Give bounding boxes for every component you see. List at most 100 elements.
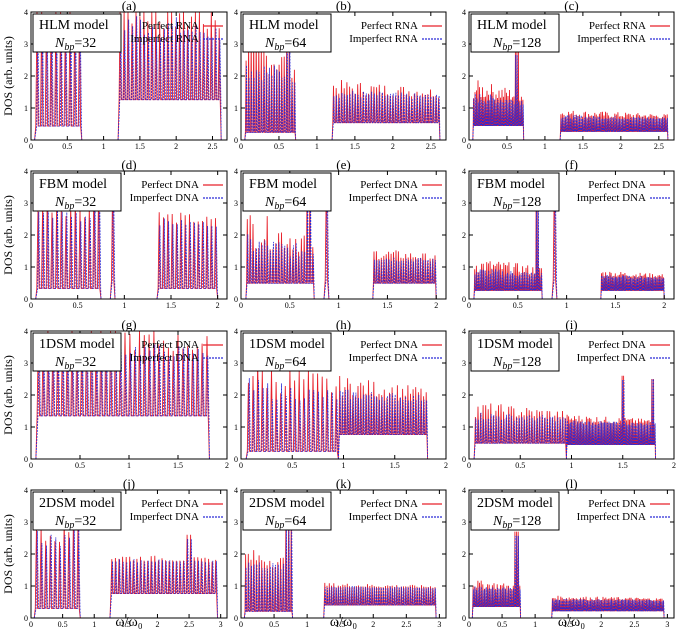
- model-name: 1DSM model: [249, 337, 325, 352]
- y-tick-label: 2: [462, 72, 466, 81]
- x-tick-label: 0.5: [62, 142, 72, 151]
- panel-label: (e): [336, 157, 350, 172]
- legend-entry: Perfect RNA: [589, 20, 646, 32]
- y-tick-label: 4: [24, 167, 28, 176]
- x-tick-label: 1.5: [173, 461, 183, 470]
- model-label-box: [32, 13, 122, 53]
- y-tick-label: 1: [24, 582, 28, 591]
- x-tick-label: 2: [599, 620, 603, 629]
- y-tick-label: 1: [462, 423, 466, 432]
- y-tick-label: 1: [462, 582, 466, 591]
- panel-e: (e) 0 1 2 3 4 0 0.5 1 1.5 2 FBM model Nbp=64 Perfect …: [234, 157, 447, 310]
- x-tick-label: 1.5: [390, 461, 400, 470]
- legend-entry: Perfect DNA: [360, 498, 418, 510]
- y-tick-label: 3: [462, 40, 466, 49]
- legend-entry: Imperfect DNA: [130, 352, 199, 364]
- y-tick-label: 1: [24, 423, 28, 432]
- series-perfect: [473, 375, 656, 459]
- y-tick-label: 4: [234, 8, 238, 17]
- plot-area: [35, 331, 210, 459]
- y-tick-label: 1: [234, 582, 238, 591]
- model-name: FBM model: [39, 177, 107, 192]
- model-name: HLM model: [39, 18, 109, 33]
- y-tick-label: 4: [462, 8, 466, 17]
- x-tick-label: 1.5: [563, 620, 573, 629]
- x-tick-label: 0.5: [73, 301, 83, 310]
- plot-area: [471, 531, 665, 618]
- y-tick-label: 2: [234, 231, 238, 240]
- x-axis-labels: ω/ω₀ ω/ω₀ ω/ω₀: [115, 615, 585, 630]
- series-imperfect: [473, 378, 656, 459]
- y-tick-label: 0: [234, 614, 238, 623]
- x-tick-label: 0.5: [502, 142, 512, 151]
- nbp-label: Nbp=64: [264, 36, 306, 53]
- x-tick-label: 2.5: [654, 142, 664, 151]
- x-tick-label: 2: [371, 620, 375, 629]
- legend-entry: Imperfect DNA: [349, 511, 418, 523]
- y-axis-label: DOS (arb. units): [1, 355, 15, 435]
- y-tick-label: 4: [24, 486, 28, 495]
- y-tick-label: 3: [24, 518, 28, 527]
- x-tick-label: 0: [29, 301, 33, 310]
- panel-l: (l) 0 1 2 3 4 0 0.5 1 1.5 2 2.5 3 2DSM model Nbp=128 Pe…: [462, 476, 675, 629]
- y-tick-label: 0: [234, 455, 238, 464]
- series-imperfect: [472, 54, 669, 140]
- series-imperfect: [244, 21, 441, 140]
- panel-c: (c) 0 1 2 3 4 0 0.5 1 1.5 2 2.5 HLM model Nbp=128 Perf…: [462, 0, 675, 151]
- x-tick-label: 1.5: [350, 142, 360, 151]
- y-tick-label: 2: [24, 72, 28, 81]
- model-label-box: [470, 172, 560, 212]
- model-name: 2DSM model: [249, 496, 325, 511]
- x-tick-label: 0: [467, 142, 471, 151]
- x-tick-label: 0: [467, 301, 471, 310]
- x-tick-label: 1.5: [618, 461, 628, 470]
- x-tick-label: 0.5: [269, 620, 279, 629]
- y-tick-label: 2: [24, 391, 28, 400]
- y-tick-label: 2: [24, 231, 28, 240]
- x-tick-label: 1.5: [610, 301, 620, 310]
- plot-area: [473, 375, 656, 459]
- x-tick-label: 1: [342, 461, 346, 470]
- legend-entry: Perfect RNA: [361, 20, 418, 32]
- x-tick-label: 1: [305, 620, 309, 629]
- panel-label: (j): [123, 476, 135, 491]
- panel-f: (f) 0 1 2 3 4 0 0.5 1 1.5 2 FBM model Nbp=128 Perfect…: [462, 157, 675, 310]
- x-tick-label: 0.5: [274, 142, 284, 151]
- nbp-label: Nbp=128: [492, 36, 541, 53]
- y-tick-label: 3: [24, 40, 28, 49]
- nbp-label: Nbp=64: [264, 355, 306, 372]
- x-tick-label: 2: [662, 301, 666, 310]
- y-tick-label: 2: [462, 550, 466, 559]
- nbp-label: Nbp=32: [54, 195, 96, 212]
- model-label-box: [242, 172, 332, 212]
- x-tick-label: 1: [127, 461, 131, 470]
- panel-h: (h) 0 1 2 3 4 0 0.5 1 1.5 2 1DSM model Nbp=64 Perfect…: [234, 317, 448, 470]
- y-tick-label: 3: [462, 199, 466, 208]
- model-label-box: [32, 172, 122, 212]
- x-tick-label: 0.5: [515, 461, 525, 470]
- panel-grid: (a) 0 1 2 3 4 0 0.5 1 1.5 2 2.5 HLM model Nbp=32 Perfe…: [24, 0, 676, 629]
- y-tick-label: 0: [462, 295, 466, 304]
- legend-entry: Imperfect DNA: [577, 192, 646, 204]
- y-tick-label: 0: [234, 295, 238, 304]
- y-tick-label: 1: [462, 263, 466, 272]
- nbp-label: Nbp=32: [54, 36, 96, 53]
- x-tick-label: 2.5: [207, 142, 217, 151]
- panel-label: (g): [121, 317, 136, 332]
- y-tick-label: 4: [462, 486, 466, 495]
- x-tick-label: 3: [219, 620, 223, 629]
- series-imperfect: [471, 535, 665, 618]
- nbp-label: Nbp=64: [264, 514, 306, 531]
- y-tick-label: 3: [24, 359, 28, 368]
- series-imperfect: [35, 337, 210, 459]
- x-tick-label: 2: [434, 301, 438, 310]
- x-tick-label: 2: [444, 461, 448, 470]
- x-tick-label: 2: [225, 461, 229, 470]
- nbp-label: Nbp=32: [54, 355, 96, 372]
- x-tick-label: 2.5: [426, 142, 436, 151]
- y-tick-label: 2: [462, 231, 466, 240]
- x-tick-label: 0.5: [285, 301, 295, 310]
- y-tick-label: 1: [462, 104, 466, 113]
- x-tick-label: 1.5: [578, 142, 588, 151]
- nbp-label: Nbp=64: [264, 195, 306, 212]
